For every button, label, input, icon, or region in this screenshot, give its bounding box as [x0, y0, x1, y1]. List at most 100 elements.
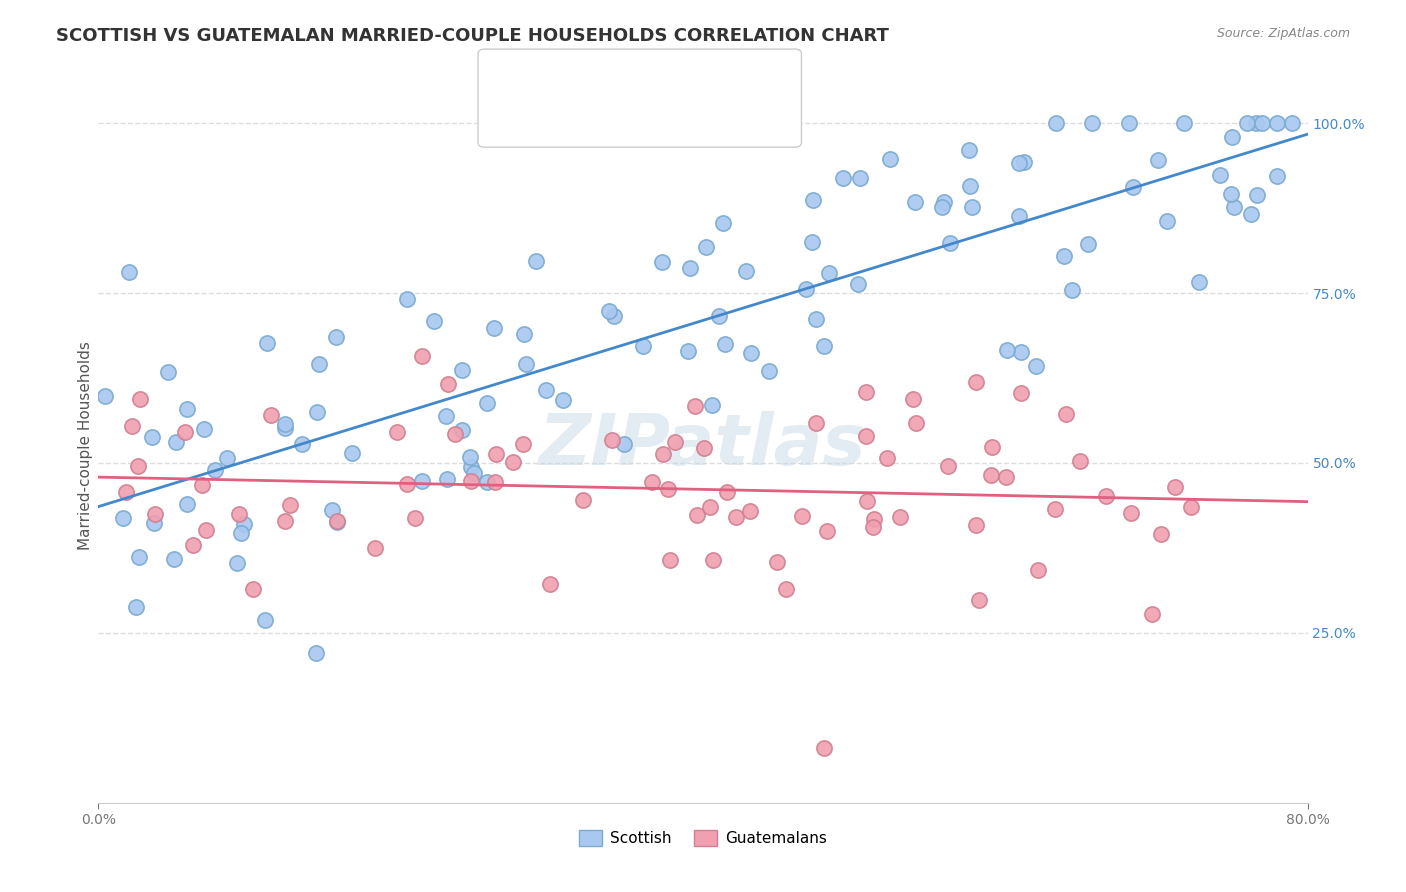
Guatemalans [641, 475, 664, 490]
Scottish [1025, 359, 1047, 374]
Scottish [308, 357, 330, 371]
Scottish [1188, 275, 1211, 289]
Scottish [1173, 116, 1195, 130]
Scottish [1251, 116, 1274, 130]
Guatemalans [1010, 386, 1032, 401]
Scottish [423, 313, 446, 327]
Guatemalans [889, 509, 911, 524]
Scottish [1220, 129, 1243, 144]
Scottish [801, 194, 824, 208]
Scottish [1010, 344, 1032, 359]
Scottish [325, 330, 347, 344]
Scottish [111, 510, 134, 524]
Guatemalans [876, 450, 898, 465]
Scottish [1008, 156, 1031, 170]
Scottish [94, 389, 117, 403]
Guatemalans [815, 524, 838, 538]
Guatemalans [191, 478, 214, 492]
Guatemalans [766, 555, 789, 569]
Guatemalans [228, 507, 250, 521]
Guatemalans [790, 509, 813, 524]
Guatemalans [121, 418, 143, 433]
Scottish [524, 254, 547, 268]
Scottish [463, 466, 485, 480]
Scottish [1265, 169, 1288, 183]
Scottish [233, 517, 256, 532]
Guatemalans [651, 447, 673, 461]
Guatemalans [396, 477, 419, 491]
Guatemalans [683, 399, 706, 413]
Guatemalans [725, 510, 748, 524]
Scottish [957, 143, 980, 157]
Guatemalans [278, 498, 301, 512]
Scottish [141, 430, 163, 444]
Guatemalans [980, 467, 1002, 482]
Guatemalans [115, 485, 138, 500]
Guatemalans [363, 541, 385, 555]
Scottish [962, 201, 984, 215]
Scottish [1053, 249, 1076, 263]
Scottish [176, 497, 198, 511]
Scottish [1045, 116, 1067, 130]
Guatemalans [855, 385, 877, 400]
Scottish [709, 309, 731, 323]
Text: Source: ZipAtlas.com: Source: ZipAtlas.com [1216, 27, 1350, 40]
Guatemalans [804, 416, 827, 430]
Scottish [534, 384, 557, 398]
Guatemalans [1149, 526, 1171, 541]
Scottish [165, 435, 187, 450]
Scottish [879, 152, 901, 166]
Scottish [1077, 236, 1099, 251]
Scottish [1062, 283, 1084, 297]
Scottish [831, 171, 853, 186]
Guatemalans [862, 512, 884, 526]
Scottish [411, 475, 433, 489]
Scottish [253, 613, 276, 627]
Guatemalans [901, 392, 924, 406]
Scottish [1012, 155, 1035, 169]
Guatemalans [657, 482, 679, 496]
Guatemalans [460, 474, 482, 488]
Scottish [156, 365, 179, 379]
Guatemalans [856, 493, 879, 508]
Scottish [458, 450, 481, 464]
Scottish [932, 194, 955, 209]
Guatemalans [862, 520, 884, 534]
Guatemalans [404, 510, 426, 524]
Scottish [1281, 116, 1303, 130]
Scottish [995, 343, 1018, 357]
Scottish [939, 235, 962, 250]
Scottish [1220, 186, 1243, 201]
Guatemalans [664, 434, 686, 449]
Text: 109: 109 [675, 67, 710, 85]
Scottish [273, 421, 295, 435]
Guatemalans [699, 500, 721, 515]
Text: R =: R = [534, 69, 562, 83]
Scottish [1236, 116, 1258, 130]
Scottish [326, 515, 349, 529]
Scottish [551, 392, 574, 407]
Scottish [931, 200, 953, 214]
Scottish [118, 265, 141, 279]
Guatemalans [485, 447, 508, 461]
Scottish [450, 423, 472, 437]
Scottish [304, 646, 326, 660]
Guatemalans [512, 437, 534, 451]
Scottish [714, 337, 737, 351]
Scottish [436, 472, 458, 486]
Guatemalans [387, 425, 409, 439]
Guatemalans [502, 455, 524, 469]
Scottish [1081, 116, 1104, 130]
Guatemalans [693, 442, 716, 456]
Scottish [128, 550, 150, 565]
Scottish [758, 364, 780, 378]
Guatemalans [1121, 506, 1143, 520]
Guatemalans [702, 553, 724, 567]
Guatemalans [325, 514, 347, 528]
Text: ZIPatlas: ZIPatlas [540, 411, 866, 481]
Scottish [740, 346, 762, 360]
Scottish [396, 292, 419, 306]
Scottish [1240, 207, 1263, 221]
Guatemalans [1026, 563, 1049, 577]
Scottish [1156, 214, 1178, 228]
